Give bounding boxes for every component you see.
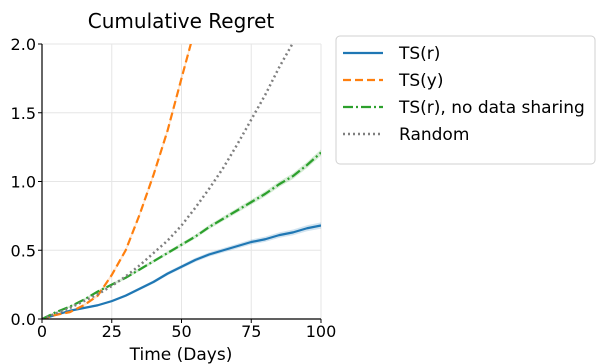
series-line-ts-r-no-data-sharing [42,151,321,319]
x-tick-label: 50 [171,322,191,341]
series-line-random [42,44,294,319]
legend-box [335,35,596,165]
series-lines [42,44,321,319]
y-tick-label: 1.5 [11,104,36,123]
y-tick-label: 0.0 [11,310,36,329]
series-line-ts-r [42,224,321,319]
tick-labels: 0 25 50 75 100 0.0 0.5 1.0 1.5 2.0 [11,35,337,341]
x-tick-label: 0 [37,322,47,341]
band-ts-y [42,44,192,319]
legend: TS(r) TS(y) TS(r), no data sharing Random [335,35,596,165]
x-tick-label: 75 [241,322,261,341]
legend-label-ts-y: TS(y) [398,71,444,91]
legend-label-ts-r-no-data-sharing: TS(r), no data sharing [398,98,585,118]
y-tick-label: 2.0 [11,35,36,54]
y-tick-label: 0.5 [11,241,36,260]
axes [38,43,322,323]
chart-title: Cumulative Regret [88,9,275,33]
legend-label-random: Random [399,125,469,145]
series-line-ts-y [42,44,192,319]
x-axis-title: Time (Days) [129,345,233,364]
y-tick-label: 1.0 [11,173,36,192]
x-tick-label: 100 [306,322,337,341]
x-tick-label: 25 [102,322,122,341]
legend-label-ts-r: TS(r) [398,44,440,64]
